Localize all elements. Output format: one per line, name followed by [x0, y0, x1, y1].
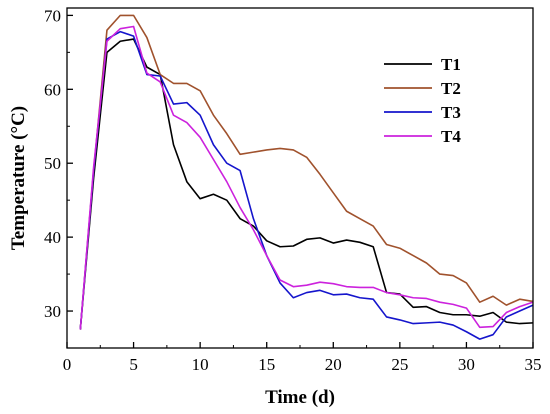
- series-line-t3: [79, 30, 534, 340]
- y-tick-label: 30: [44, 302, 61, 321]
- x-tick-label: 0: [63, 355, 72, 374]
- legend-label-t2: T2: [441, 79, 461, 98]
- legend-label-t1: T1: [441, 55, 461, 74]
- x-tick-label: 35: [525, 355, 542, 374]
- plot-frame: [66, 7, 534, 349]
- x-tick-label: 30: [458, 355, 475, 374]
- series-layer: [79, 14, 534, 340]
- y-tick-label: 40: [44, 228, 61, 247]
- x-tick-label: 25: [391, 355, 408, 374]
- legend-label-t4: T4: [441, 127, 461, 146]
- legend: T1 T2 T3 T4: [384, 55, 461, 146]
- series-line-t1: [79, 38, 534, 330]
- y-tick-label: 50: [44, 154, 61, 173]
- x-axis-title: Time (d): [265, 387, 335, 408]
- series-line-t4: [79, 25, 534, 330]
- legend-label-t3: T3: [441, 103, 461, 122]
- series-line-t2: [79, 14, 534, 330]
- x-tick-label: 10: [192, 355, 209, 374]
- ticks-layer: 0 5 10 15 20 25 30 35 30 40 50 60 70: [44, 6, 542, 374]
- x-tick-label: 5: [129, 355, 138, 374]
- x-tick-label: 20: [325, 355, 342, 374]
- x-tick-label: 15: [258, 355, 275, 374]
- y-tick-label: 70: [44, 6, 61, 25]
- y-tick-label: 60: [44, 80, 61, 99]
- y-axis-title: Temperature (°C): [8, 106, 29, 250]
